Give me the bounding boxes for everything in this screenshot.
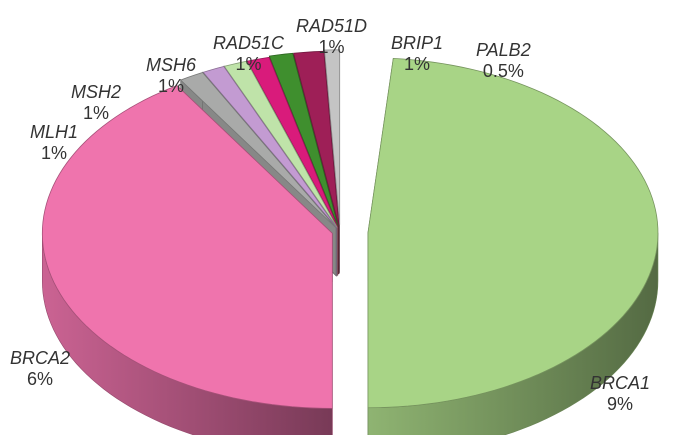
- label-brca2: BRCA2 6%: [10, 348, 71, 389]
- label-msh2: MSH2 1%: [71, 82, 122, 123]
- label-msh6: MSH6 1%: [146, 55, 197, 96]
- pie-slice-msh2-top: [202, 65, 337, 228]
- pie-slice-palb2-top: [324, 49, 341, 225]
- pie-slice-brca1: [367, 57, 659, 435]
- label-rad51d: RAD51D 1%: [296, 16, 368, 57]
- label-mlh1: MLH1 1%: [30, 122, 79, 163]
- label-rad51c: RAD51C 1%: [213, 33, 285, 74]
- pie-slice-msh6-top: [223, 60, 338, 228]
- pie-slice-mlh1-top: [179, 72, 337, 229]
- pie-slice-brca1-top: [367, 57, 659, 409]
- label-brca1: BRCA1 9%: [590, 373, 651, 414]
- pie-slice-rad51c-top: [246, 56, 339, 228]
- label-palb2: PALB2 0.5%: [476, 40, 531, 81]
- pie-slice-rad51d-top: [268, 52, 339, 227]
- label-brip1: BRIP1 1%: [391, 33, 444, 74]
- pie-slice-brca2-top: [41, 85, 333, 409]
- pie-slice-brca2: [41, 84, 333, 435]
- pie-slice-brip1-top: [293, 50, 340, 227]
